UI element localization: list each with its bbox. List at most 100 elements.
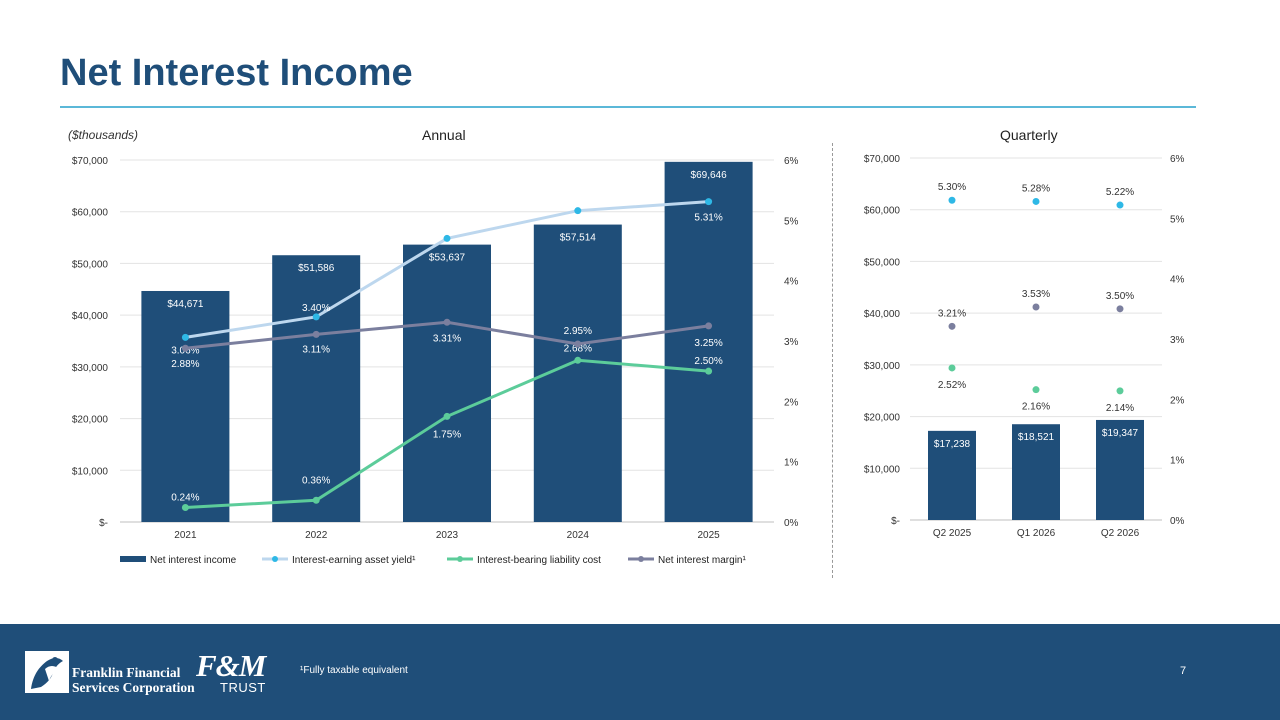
legend-marker-nim (638, 556, 644, 562)
franklin-logo-icon (25, 651, 69, 693)
quarterly-bar (1096, 419, 1144, 520)
quarterly-bar-label: $18,521 (1018, 432, 1055, 443)
annual-label-liability-cost: 2.68% (564, 343, 592, 354)
quarterly-y2-tick: 3% (1170, 335, 1185, 346)
quarterly-bar (1012, 424, 1060, 520)
quarterly-marker-liability-cost (1032, 386, 1040, 394)
annual-y2-tick: 1% (784, 458, 799, 469)
quarterly-y-tick: $- (891, 516, 900, 527)
quarterly-bar (928, 430, 976, 520)
quarterly-y-tick: $10,000 (864, 464, 901, 475)
annual-y2-tick: 6% (784, 156, 799, 167)
quarterly-y-tick: $20,000 (864, 413, 901, 424)
legend-label-income: Net interest income (150, 555, 237, 566)
quarterly-label-asset-yield: 5.30% (938, 182, 966, 193)
annual-bar-label: $57,514 (560, 233, 597, 244)
quarterly-y2-tick: 4% (1170, 275, 1185, 286)
annual-marker-nim (574, 340, 582, 348)
annual-label-nim: 3.25% (694, 338, 722, 349)
annual-y2-tick: 3% (784, 337, 799, 348)
legend-swatch-income (120, 556, 146, 562)
legend-label-nim: Net interest margin¹ (658, 555, 746, 566)
quarterly-marker-nim (1116, 305, 1124, 313)
footnote: ¹Fully taxable equivalent (300, 665, 408, 676)
annual-x-tick: 2022 (305, 530, 328, 541)
quarterly-y-tick: $60,000 (864, 206, 901, 217)
annual-marker-nim (181, 344, 189, 352)
annual-label-asset-yield: 5.31% (694, 213, 722, 224)
annual-label-nim: 2.88% (171, 359, 199, 370)
quarterly-y2-tick: 5% (1170, 214, 1185, 225)
annual-y-tick: $30,000 (72, 363, 109, 374)
quarterly-y-tick: $30,000 (864, 361, 901, 372)
annual-y2-tick: 2% (784, 397, 799, 408)
annual-y2-tick: 4% (784, 277, 799, 288)
annual-marker-nim (705, 322, 713, 330)
quarterly-label-nim: 3.21% (938, 308, 966, 319)
quarterly-label-nim: 3.50% (1106, 291, 1134, 302)
annual-y-tick: $10,000 (72, 466, 109, 477)
quarterly-y-tick: $40,000 (864, 309, 901, 320)
annual-marker-liability-cost (705, 367, 713, 375)
annual-label-liability-cost: 1.75% (433, 429, 461, 440)
page-title: Net Interest Income (60, 52, 413, 94)
annual-x-tick: 2021 (174, 530, 197, 541)
quarterly-x-tick: Q2 2026 (1101, 528, 1140, 539)
page-number: 7 (1180, 665, 1187, 677)
annual-label-nim: 3.31% (433, 333, 461, 344)
legend-marker-asset-yield (272, 556, 278, 562)
quarterly-x-tick: Q2 2025 (933, 528, 972, 539)
annual-marker-asset-yield (705, 198, 713, 206)
annual-bar-label: $44,671 (167, 299, 204, 310)
annual-label-asset-yield: 5.16% (564, 195, 592, 206)
annual-label-asset-yield: 3.40% (302, 303, 330, 314)
quarterly-bar-label: $17,238 (934, 439, 971, 450)
units-note: ($thousands) (68, 128, 139, 142)
annual-marker-asset-yield (312, 313, 320, 321)
quarterly-y2-tick: 6% (1170, 154, 1185, 165)
annual-y-tick: $- (99, 518, 108, 529)
quarterly-label-liability-cost: 2.16% (1022, 402, 1050, 413)
annual-label-liability-cost: 0.36% (302, 475, 330, 486)
quarterly-label-nim: 3.53% (1022, 289, 1050, 300)
quarterly-marker-liability-cost (948, 364, 956, 372)
annual-label-liability-cost: 2.50% (694, 356, 722, 367)
quarterly-marker-nim (1032, 303, 1040, 311)
fm-logo-main: F&M (196, 648, 266, 683)
franklin-logo-text: Franklin Financial Services Corporation (72, 665, 195, 695)
footer-bar (0, 624, 1280, 720)
annual-bar (141, 290, 230, 522)
quarterly-marker-nim (948, 322, 956, 330)
annual-chart: $- $10,000 $20,000 $30,000 $40,000 $50,000 $60… (72, 154, 1185, 566)
annual-marker-liability-cost (443, 412, 451, 420)
quarterly-y2-tick: 2% (1170, 395, 1185, 406)
quarterly-label-liability-cost: 2.52% (938, 380, 966, 391)
quarterly-bar-label: $19,347 (1102, 428, 1139, 439)
annual-y-tick: $70,000 (72, 156, 109, 167)
annual-chart-title: Annual (422, 127, 466, 143)
annual-marker-liability-cost (574, 356, 582, 364)
quarterly-x-tick: Q1 2026 (1017, 528, 1056, 539)
annual-marker-liability-cost (181, 504, 189, 512)
annual-marker-asset-yield (181, 333, 189, 341)
annual-bar-label: $53,637 (429, 253, 466, 264)
annual-marker-liability-cost (312, 496, 320, 504)
annual-bar (403, 244, 491, 522)
annual-label-asset-yield: 4.70% (433, 224, 461, 235)
quarterly-y-tick: $70,000 (864, 154, 901, 165)
quarterly-chart-title: Quarterly (1000, 127, 1058, 143)
annual-y2-tick: 0% (784, 518, 799, 529)
annual-bar (664, 161, 753, 522)
annual-x-tick: 2025 (697, 530, 720, 541)
annual-y-tick: $60,000 (72, 208, 109, 219)
legend-label-liability-cost: Interest-bearing liability cost (477, 555, 601, 566)
quarterly-marker-liability-cost (1116, 387, 1124, 395)
annual-label-nim: 2.95% (564, 326, 592, 337)
quarterly-y2-tick: 0% (1170, 516, 1185, 527)
annual-marker-asset-yield (574, 207, 582, 215)
legend-marker-liability-cost (457, 556, 463, 562)
quarterly-label-asset-yield: 5.28% (1022, 183, 1050, 194)
annual-bar-label: $69,646 (691, 170, 728, 181)
annual-y2-tick: 5% (784, 216, 799, 227)
fm-trust-logo: F&M TRUST (196, 648, 266, 695)
